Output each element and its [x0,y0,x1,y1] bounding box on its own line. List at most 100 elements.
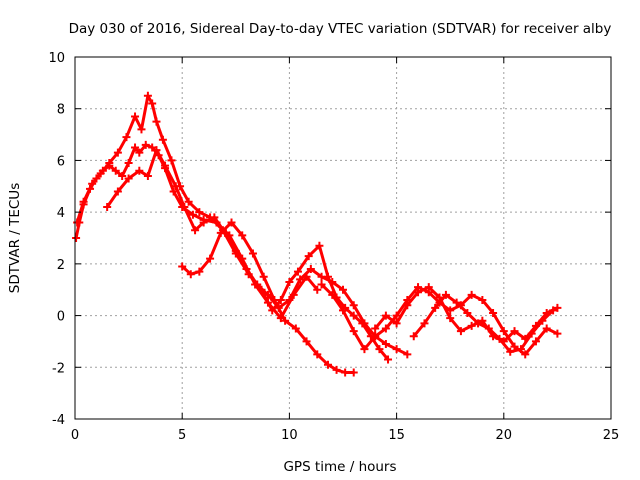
data-point [375,345,384,354]
data-point [73,218,82,227]
data-point [180,202,189,211]
data-point [152,117,161,126]
data-point [403,301,412,310]
data-point [148,99,157,108]
data-point [371,332,380,341]
data-point [381,324,390,333]
data-point [195,208,204,217]
data-point [478,316,487,325]
data-point [392,345,401,354]
data-point [135,166,144,175]
data-point [478,296,487,305]
data-point [79,197,88,206]
data-point [227,218,236,227]
data-point [538,316,547,325]
data-point [238,231,247,240]
data-point [553,303,562,312]
data-point [178,262,187,271]
data-point [446,314,455,323]
chart-title: Day 030 of 2016, Sidereal Day-to-day VTE… [69,21,612,37]
y-tick-label: 2 [57,258,65,273]
data-point [221,228,230,237]
data-point [103,202,112,211]
data-point [268,306,277,315]
x-tick-label: 0 [71,428,79,443]
y-tick-label: 6 [57,154,65,169]
y-tick-label: -4 [52,413,65,428]
data-point [332,365,341,374]
data-point [341,368,350,377]
series-line-track-f [373,285,559,343]
data-point [510,327,519,336]
data-point [131,143,140,152]
data-point [113,187,122,196]
data-point [452,298,461,307]
data-point [113,148,122,157]
data-point [148,143,157,152]
data-point [463,308,472,317]
data-point [296,275,305,284]
data-point [274,303,283,312]
data-point [195,267,204,276]
data-point [248,249,257,258]
data-point [349,368,358,377]
data-point [161,161,170,170]
data-point [474,319,483,328]
y-tick-label: -2 [52,361,65,376]
data-point [521,350,530,359]
data-point [124,159,133,168]
x-tick-label: 5 [178,428,186,443]
data-point [516,345,525,354]
x-axis-label: GPS time / hours [283,459,396,475]
data-point [323,360,332,369]
data-point [531,337,540,346]
data-point [171,182,180,191]
data-point [315,241,324,250]
data-point [285,277,294,286]
plot-frame [74,56,612,420]
series-line-track-d [105,148,409,356]
data-point [499,327,508,336]
data-point [313,350,322,359]
series-line-track-b [75,94,390,361]
data-point [141,140,150,149]
data-point [184,197,193,206]
data-point [392,311,401,320]
data-point [158,135,167,144]
data-point [409,332,418,341]
data-point [293,267,302,276]
data-point [167,156,176,165]
data-point [124,174,133,183]
data-point [527,329,536,338]
x-tick-label: 25 [603,428,620,443]
grid [75,57,611,419]
data-point [360,319,369,328]
data-point [456,327,465,336]
data-point [285,296,294,305]
data-point [131,112,140,121]
axis-ticks: 0 5 10 15 20 25 -4 -2 0 2 4 6 8 10 [48,51,619,443]
data-point [384,355,393,364]
data-point [553,329,562,338]
data-point [253,280,262,289]
data-point [420,319,429,328]
data-point [210,213,219,222]
data-point [188,210,197,219]
x-tick-label: 10 [281,428,298,443]
data-point [96,169,105,178]
data-point [313,285,322,294]
x-tick-label: 20 [496,428,513,443]
y-tick-label: 0 [57,310,65,325]
data-point [403,350,412,359]
data-point [467,290,476,299]
y-axis-label: SDTVAR / TECUs [7,183,23,293]
data-point [143,171,152,180]
data-point [328,290,337,299]
data-point [152,146,161,155]
data-point [495,334,504,343]
data-point [549,306,558,315]
data-point [302,337,311,346]
data-point [118,171,127,180]
data-point [135,148,144,157]
data-point [306,265,315,274]
